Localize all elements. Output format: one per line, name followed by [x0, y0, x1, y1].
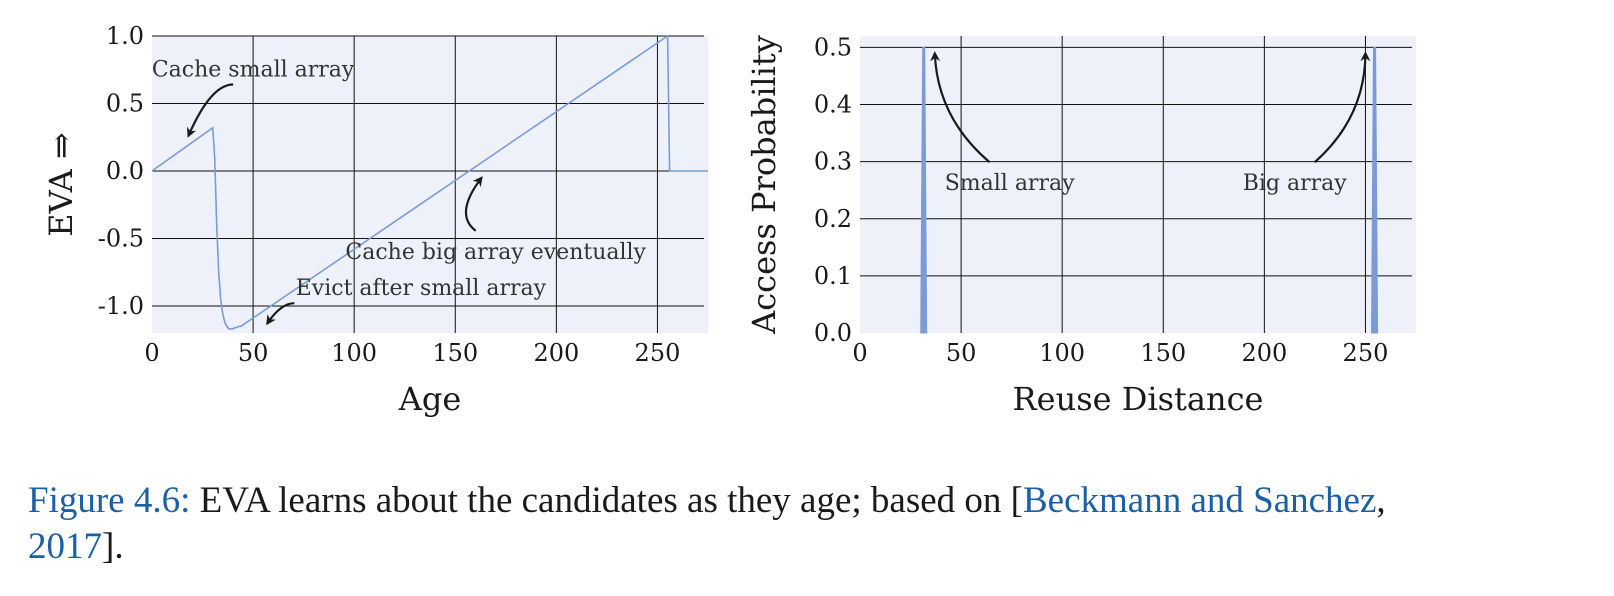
- caption-text: EVA learns about the candidates as they …: [190, 480, 1023, 521]
- plot-area-background: [860, 36, 1416, 333]
- x-tick-label: 50: [238, 339, 269, 367]
- y-tick-label: -1.0: [98, 292, 144, 320]
- x-tick-label: 50: [946, 339, 977, 367]
- annotation-label: Small array: [945, 171, 1075, 196]
- y-tick-label: 0.1: [814, 262, 852, 290]
- probability-spike: [920, 46, 928, 334]
- y-tick-label: 0.4: [814, 91, 852, 119]
- x-tick-label: 250: [635, 339, 681, 367]
- y-axis-label: Access Probability: [745, 35, 783, 335]
- caption-end: ].: [102, 526, 124, 567]
- eva-vs-age-chart: 0 50 100 150 200 250 1.0 0.5 0.0 -0.5 -1.0 Age EVA ⇒…: [42, 22, 708, 418]
- probability-spike: [1370, 46, 1379, 334]
- y-tick-label: 0.0: [814, 319, 852, 347]
- y-tick-label: 0.2: [814, 205, 852, 233]
- figure-canvas: 0 50 100 150 200 250 1.0 0.5 0.0 -0.5 -1.0 Age EVA ⇒…: [42, 22, 1416, 418]
- eva-line: [151, 34, 708, 330]
- x-tick-label: 200: [533, 339, 579, 367]
- y-tick-label: 0.5: [106, 90, 144, 118]
- figure-caption: Figure 4.6: EVA learns about the candida…: [28, 478, 1588, 570]
- y-tick-label: 0.0: [106, 157, 144, 185]
- annotation-label: Cache big array eventually: [345, 240, 646, 265]
- x-axis-label: Reuse Distance: [1013, 380, 1264, 418]
- plot-area-background: [152, 36, 708, 333]
- annotation-arrow: [464, 176, 483, 232]
- annotation-label: Cache small array: [152, 58, 355, 83]
- x-tick-label: 250: [1343, 339, 1389, 367]
- y-axis-label: EVA ⇒: [42, 132, 80, 236]
- x-tick-label: 150: [432, 339, 478, 367]
- annotation-label: Big array: [1243, 171, 1348, 196]
- citation-authors-link[interactable]: Beckmann and Sanchez: [1022, 480, 1377, 521]
- x-tick-label: 150: [1140, 339, 1186, 367]
- figure-label[interactable]: Figure 4.6:: [28, 480, 191, 521]
- annotation-arrow: [266, 302, 295, 326]
- x-tick-label: 0: [144, 339, 159, 367]
- caption-comma: ,: [1376, 480, 1386, 521]
- x-tick-label: 0: [852, 339, 867, 367]
- y-tick-label: 0.3: [814, 148, 852, 176]
- annotation-arrow: [930, 51, 991, 164]
- y-tick-label: -0.5: [98, 225, 144, 253]
- x-tick-label: 100: [1039, 339, 1085, 367]
- access-probability-chart: 0 50 100 150 200 250 0.0 0.1 0.2 0.3 0.4 0.5 Reuse D…: [745, 33, 1416, 418]
- x-tick-label: 100: [331, 339, 377, 367]
- y-tick-label: 0.5: [814, 33, 852, 61]
- annotation-label: Evict after small array: [296, 276, 547, 301]
- citation-year-link[interactable]: 2017: [28, 526, 102, 567]
- x-tick-label: 200: [1241, 339, 1287, 367]
- y-tick-label: 1.0: [106, 22, 144, 50]
- x-axis-label: Age: [398, 380, 462, 418]
- annotation-arrow: [186, 83, 234, 138]
- annotation-arrow: [1313, 51, 1371, 164]
